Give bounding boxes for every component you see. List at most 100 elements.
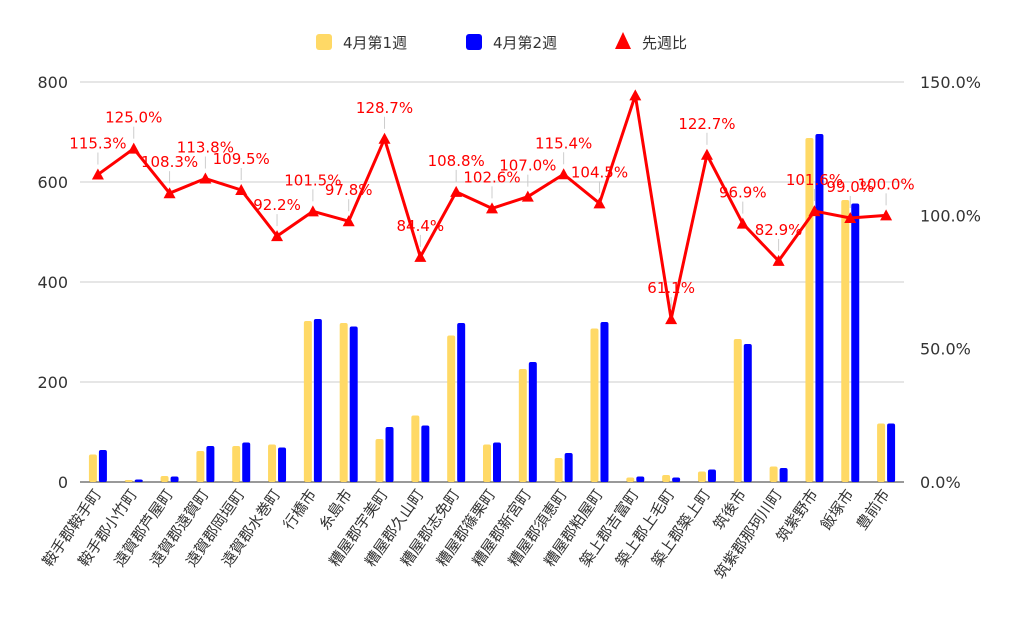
legend-label: 4月第2週 [493,34,557,52]
ratio-data-label: 115.3% [69,135,126,153]
ratio-marker [557,168,570,180]
ratio-marker [880,209,893,221]
ratio-data-label: 92.2% [253,196,301,214]
ratio-data-label: 113.8% [177,139,234,157]
bar-week2 [313,319,322,482]
ratio-marker [844,212,857,223]
bar-week2 [170,476,179,482]
bar-week2 [349,326,358,482]
legend: 4月第1週 4月第2週 先週比 [316,32,687,52]
bar-week2 [457,323,466,482]
x-tick-label: 豊前市 [853,486,894,533]
bar-week1 [339,323,348,482]
ratio-data-label: 84.4% [397,217,445,235]
ratio-marker [378,132,391,144]
ratio-data-label: 102.6% [463,168,520,186]
bar-week2 [887,423,896,482]
bar-week1 [805,138,814,482]
bar-week1 [303,321,312,482]
ratio-data-label: 101.5% [284,171,341,189]
bar-week2 [134,479,143,482]
ratio-data-label: 125.0% [105,109,162,127]
bar-week2 [851,203,860,482]
bar-week2 [743,344,752,482]
x-tick-label: 飯塚市 [817,486,858,533]
y-axis-right: 0.0% 50.0% 100.0% 150.0% [920,73,981,492]
bars [88,134,896,482]
legend-label: 先週比 [642,34,687,52]
ratio-marker [199,172,212,184]
ratio-data-label: 115.4% [535,134,592,152]
ratio-marker [306,205,319,217]
bar-week1 [697,471,706,482]
bar-week1 [483,444,491,482]
bar-week1 [518,369,527,482]
bar-week2 [385,427,394,482]
bar-week1 [447,335,456,482]
bar-week2 [707,469,716,482]
y-right-tick-label: 0.0% [920,473,961,492]
ratio-marker [808,205,821,217]
ratio-data-label: 100.0% [857,175,914,193]
ratio-marker [450,185,463,197]
bar-week2 [421,425,430,482]
bar-week2 [672,477,681,482]
bar-week1 [160,476,169,482]
bar-week2 [564,453,573,482]
y-right-tick-label: 50.0% [920,340,971,359]
ratio-marker [521,190,534,202]
bar-week1 [88,454,97,482]
bar-week1 [268,444,277,482]
y-left-tick-label: 400 [37,273,68,292]
ratio-data-label: 107.0% [499,157,556,175]
ratio-data-label: 108.3% [141,153,198,171]
ratio-data-label: 109.5% [213,150,270,168]
y-axis-left: 0 200 400 600 800 [37,73,68,492]
ratio-marker [700,148,713,160]
bar-week2 [493,442,501,482]
bar-week1 [769,466,778,482]
ratio-data-label: 99.0% [826,178,874,196]
legend-marker [615,32,631,49]
y-left-tick-label: 200 [37,373,68,392]
bar-week2 [600,322,609,482]
ratio-data-label: 128.7% [356,99,413,117]
bar-week1 [877,423,886,482]
y-right-tick-label: 100.0% [920,206,981,225]
bar-week1 [196,451,205,482]
bar-week1 [626,477,635,482]
ratio-line [91,89,893,325]
legend-label: 4月第1週 [343,34,407,52]
ratio-marker [271,230,284,242]
bar-week1 [124,480,133,482]
bar-week1 [733,339,742,482]
ratio-data-label: 82.9% [755,221,803,239]
ratio-marker [414,250,427,262]
y-left-tick-label: 0 [58,473,68,492]
bar-week1 [554,458,563,482]
ratio-data-label: 108.8% [428,152,485,170]
ratio-marker [163,187,176,199]
bar-week1 [375,439,384,482]
ratio-marker [593,197,606,209]
bar-week2 [206,446,215,482]
bar-week2 [278,447,287,482]
ratio-data-label: 96.9% [719,184,767,202]
ratio-marker [665,313,678,325]
ratio-marker [91,168,104,180]
bar-week2 [98,450,107,482]
y-right-tick-label: 150.0% [920,73,981,92]
ratio-data-label: 61.1% [647,279,695,297]
ratio-marker [772,254,785,266]
bar-week1 [411,415,420,482]
y-left-tick-label: 600 [37,173,68,192]
ratio-marker [235,184,248,195]
ratio-data-label: 122.7% [678,115,735,133]
bar-week1 [662,475,671,482]
x-axis-labels: 鞍手郡鞍手町鞍手郡小竹町遠賀郡芦屋町遠賀郡遠賀町遠賀郡岡垣町遠賀郡水巻町行橋市糸… [39,486,894,582]
bar-week1 [232,446,241,482]
bar-week1 [590,328,599,482]
legend-swatch [466,34,482,50]
bar-week2 [815,134,824,482]
